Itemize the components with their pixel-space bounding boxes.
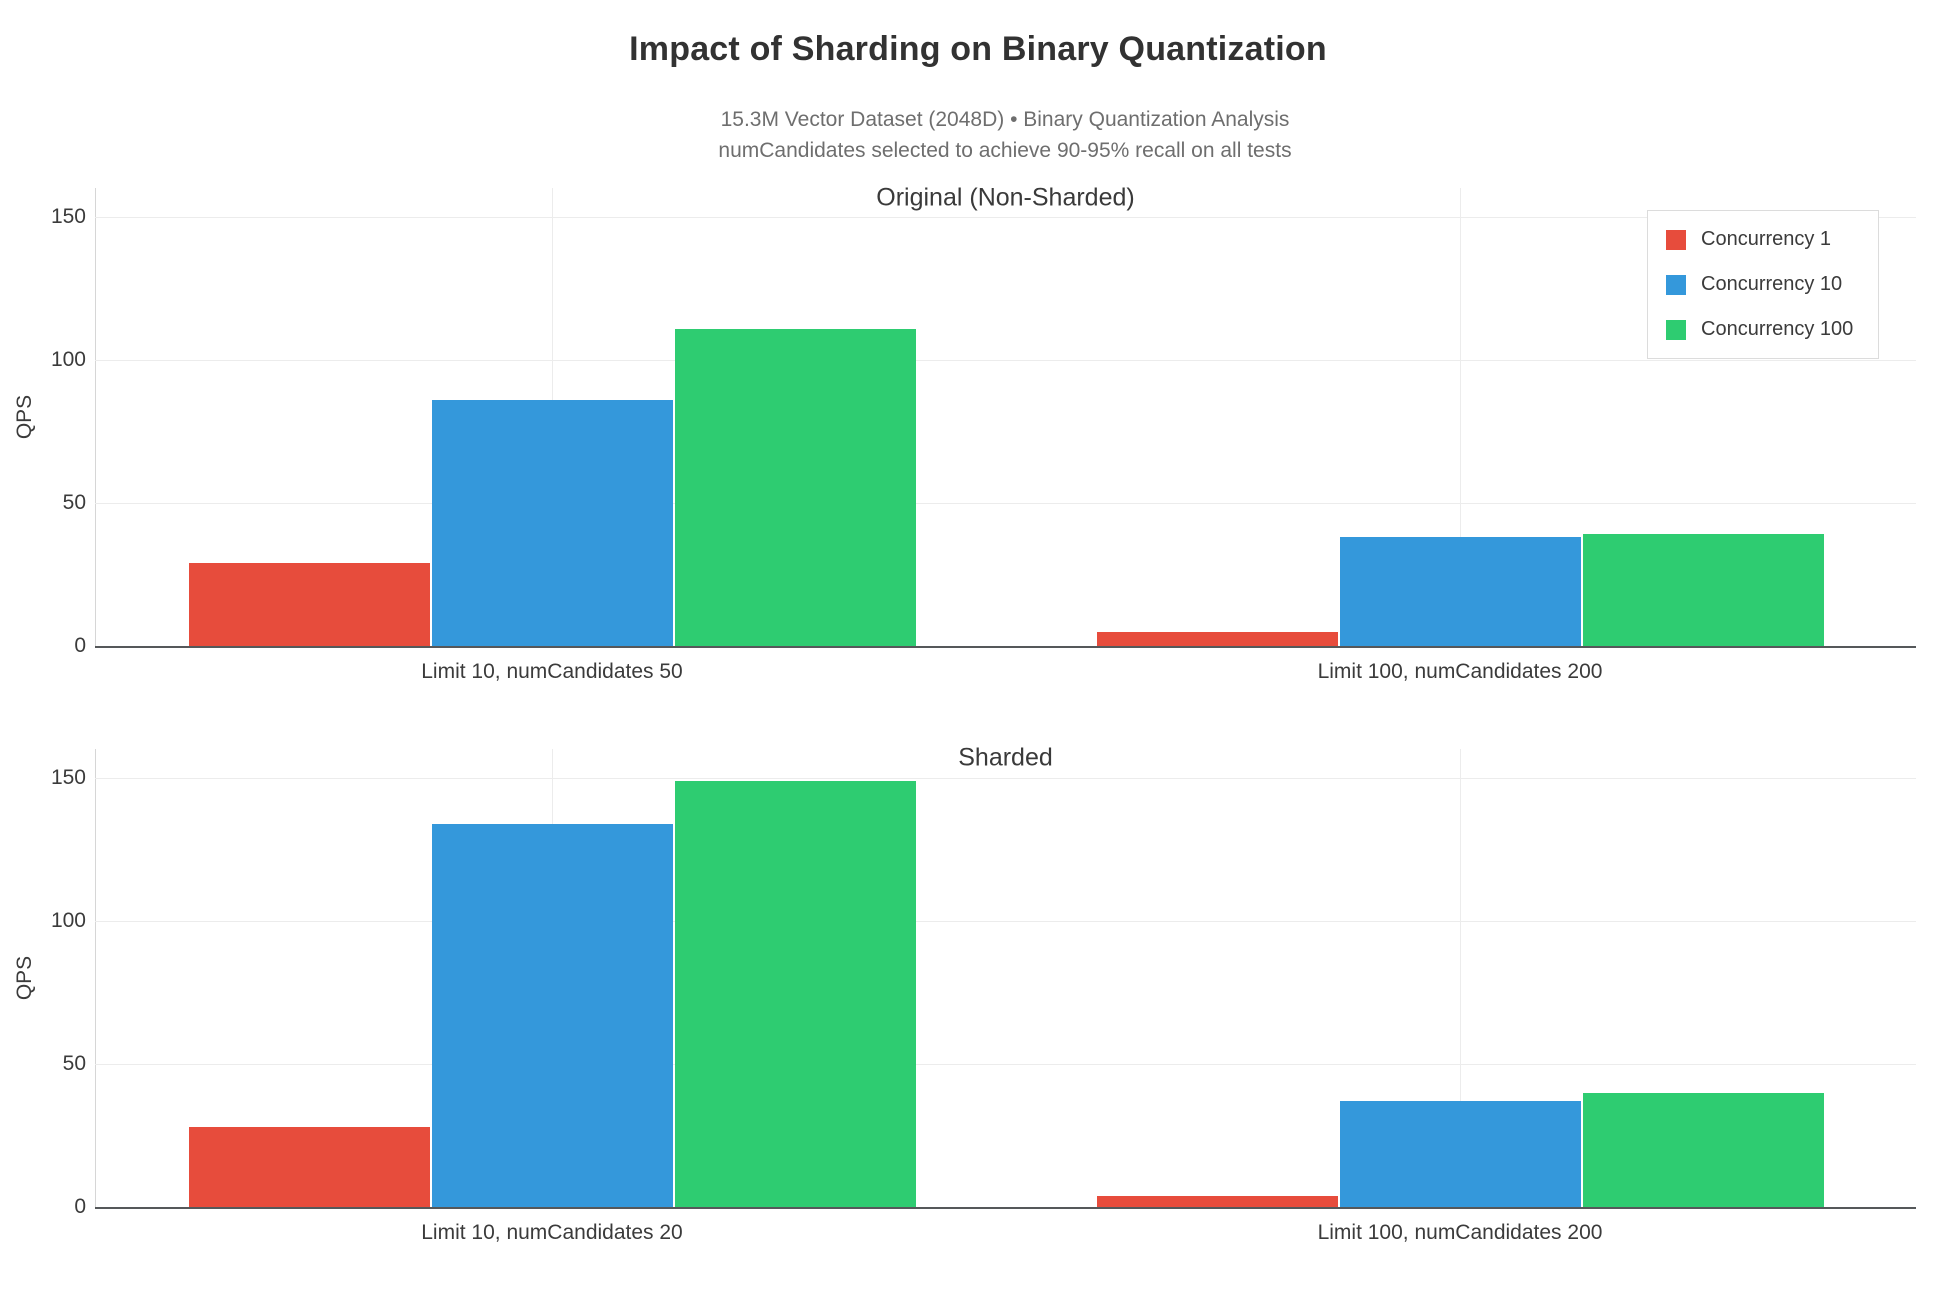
legend-label-concurrency-100: Concurrency 100 — [1701, 318, 1854, 340]
gridline-x-group-1 — [1460, 188, 1461, 646]
chart-title: Impact of Sharding on Binary Quantizatio… — [629, 30, 1327, 68]
gridline-y-150 — [95, 778, 1916, 779]
x-axis-line — [95, 1207, 1916, 1209]
x-axis-line — [95, 646, 1916, 648]
x-tick-label-group-1: Limit 100, numCandidates 200 — [1317, 1221, 1603, 1244]
y-axis-spine — [95, 188, 96, 646]
bar-concurrency-100-group-0[interactable] — [675, 329, 916, 646]
bar-concurrency-1-group-0[interactable] — [189, 1127, 430, 1207]
y-axis-spine — [95, 749, 96, 1207]
gridline-y-100 — [95, 921, 1916, 922]
legend-swatch-concurrency-100 — [1666, 319, 1686, 340]
chart-subtitle-line-2: numCandidates selected to achieve 90-95%… — [718, 139, 1292, 162]
gridline-y-100 — [95, 360, 1916, 361]
y-tick-label-0: 0 — [74, 1195, 86, 1218]
y-tick-label-0: 0 — [74, 634, 86, 657]
bar-concurrency-10-group-1[interactable] — [1340, 537, 1581, 646]
y-tick-label-150: 150 — [50, 766, 86, 789]
y-tick-label-100: 100 — [50, 909, 86, 932]
legend-item-concurrency-1[interactable]: Concurrency 1 — [1648, 217, 1878, 262]
legend-item-concurrency-10[interactable]: Concurrency 10 — [1648, 262, 1878, 307]
bar-concurrency-100-group-1[interactable] — [1583, 534, 1824, 646]
gridline-y-150 — [95, 217, 1916, 218]
bar-concurrency-1-group-1[interactable] — [1097, 632, 1338, 646]
x-tick-label-group-0: Limit 10, numCandidates 50 — [421, 660, 683, 683]
legend-swatch-concurrency-1 — [1666, 229, 1686, 250]
y-tick-label-100: 100 — [50, 348, 86, 371]
chart-subtitle-line-1: 15.3M Vector Dataset (2048D) • Binary Qu… — [720, 108, 1290, 131]
bar-concurrency-100-group-1[interactable] — [1583, 1093, 1824, 1207]
bar-concurrency-10-group-0[interactable] — [432, 824, 673, 1207]
y-axis-label: QPS — [13, 955, 36, 1001]
gridline-x-group-1 — [1460, 749, 1461, 1207]
legend-swatch-concurrency-10 — [1666, 274, 1686, 295]
y-tick-label-150: 150 — [50, 205, 86, 228]
y-tick-label-50: 50 — [62, 491, 86, 514]
legend: Concurrency 1 Concurrency 10 Concurrency… — [1647, 210, 1879, 359]
bar-concurrency-1-group-1[interactable] — [1097, 1196, 1338, 1207]
gridline-y-50 — [95, 503, 1916, 504]
subplot-title: Original (Non-Sharded) — [876, 183, 1135, 212]
y-tick-label-50: 50 — [62, 1052, 86, 1075]
legend-label-concurrency-1: Concurrency 1 — [1701, 228, 1832, 250]
chart-subtitle: 15.3M Vector Dataset (2048D) • Binary Qu… — [95, 104, 1915, 166]
bar-concurrency-100-group-0[interactable] — [675, 781, 916, 1207]
x-tick-label-group-0: Limit 10, numCandidates 20 — [421, 1221, 683, 1244]
gridline-y-50 — [95, 1064, 1916, 1065]
subplot-title: Sharded — [958, 743, 1053, 772]
legend-item-concurrency-100[interactable]: Concurrency 100 — [1648, 307, 1878, 352]
x-tick-label-group-1: Limit 100, numCandidates 200 — [1317, 660, 1603, 683]
bar-concurrency-10-group-0[interactable] — [432, 400, 673, 646]
bar-concurrency-10-group-1[interactable] — [1340, 1101, 1581, 1207]
legend-label-concurrency-10: Concurrency 10 — [1701, 273, 1843, 295]
bar-concurrency-1-group-0[interactable] — [189, 563, 430, 646]
